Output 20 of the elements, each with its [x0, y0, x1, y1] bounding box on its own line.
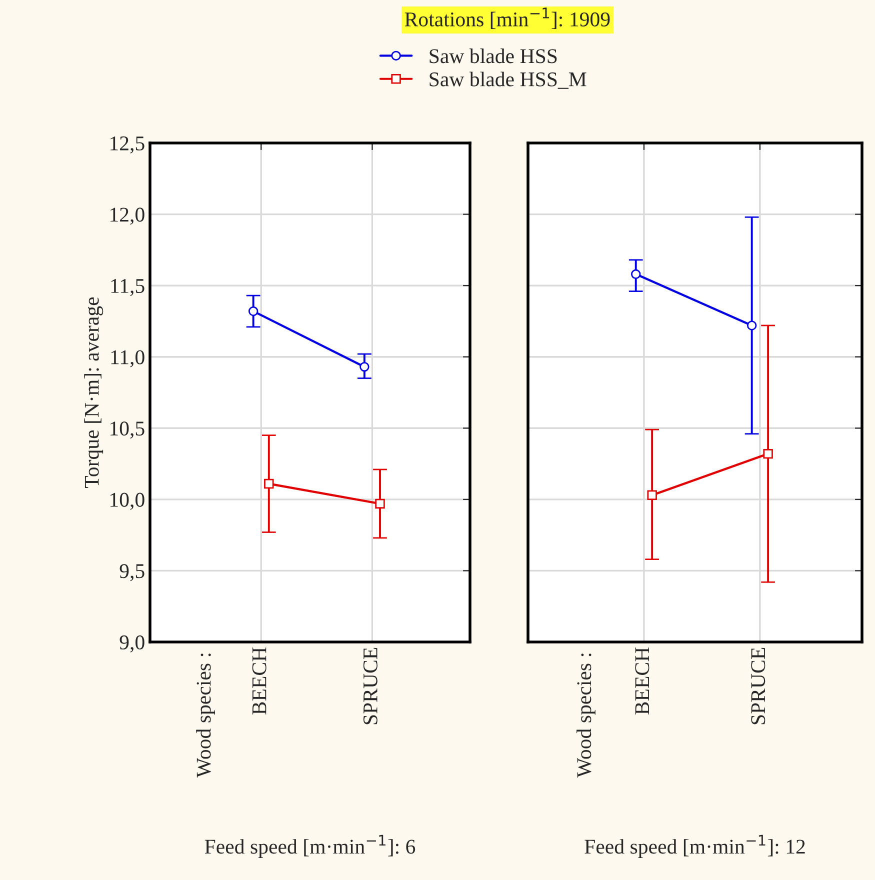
- x-tick-label: BEECH: [635, 647, 650, 715]
- y-tick-label: 9,0: [120, 635, 144, 652]
- y-tick-label: 12,0: [110, 208, 144, 225]
- text: Wood species :: [196, 654, 215, 778]
- y-tick-label: 12,5: [110, 136, 144, 154]
- legend-label: Saw blade HSS: [430, 48, 557, 64]
- y-tick-label: 10,5: [110, 422, 144, 439]
- x-axis-title: Feed speed [m·min$^{−1}$]: 6: [204, 834, 416, 858]
- y-axis-title: Torque [N·m]: average: [84, 297, 104, 488]
- y-tick-label: 10,0: [110, 492, 144, 510]
- legend-label: Saw blade HSS_M: [430, 72, 586, 89]
- x-tick-label: SPRUCE: [363, 648, 378, 724]
- x-tick-label: BEECH: [252, 647, 266, 715]
- x-tick-label: SPRUCE: [751, 648, 766, 724]
- chart-title: Rotations [min$^{−1}$]: 1909: [404, 8, 610, 30]
- x-axis-title: Feed speed [m·min$^{−1}$]: 12: [584, 834, 805, 858]
- y-tick-label: 11,5: [111, 279, 144, 296]
- text: Wood species :: [576, 654, 596, 778]
- y-tick-label: 11,0: [111, 350, 144, 368]
- y-tick-label: 9,5: [120, 564, 144, 582]
